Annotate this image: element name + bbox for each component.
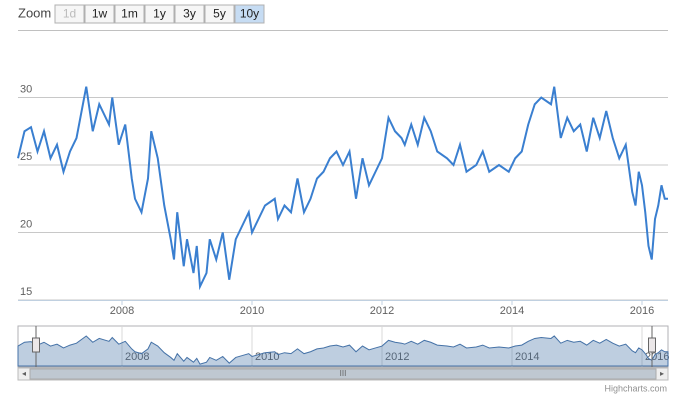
navigator-handle[interactable] (32, 337, 40, 353)
zoom-label: Zoom (18, 5, 51, 20)
zoom-button[interactable] (144, 4, 175, 24)
zoom-button[interactable] (234, 4, 265, 24)
zoom-button[interactable] (84, 4, 115, 24)
zoom-button-label[interactable]: 1w (92, 7, 108, 21)
x-tick-label: 2008 (110, 305, 134, 317)
zoom-button-label[interactable]: 1d (63, 7, 76, 21)
x-tick-label: 2010 (240, 305, 264, 317)
zoom-button[interactable] (54, 4, 85, 24)
y-tick-label: 15 (20, 286, 32, 298)
zoom-button-label[interactable]: 1y (153, 7, 166, 21)
series-line (17, 86, 668, 291)
x-tick-label: 2012 (370, 305, 394, 317)
scroll-right[interactable]: ▸ (660, 369, 664, 378)
zoom-button[interactable] (114, 4, 145, 24)
navigator-tick-label: 2014 (515, 351, 539, 363)
y-tick-label: 25 (20, 151, 32, 163)
x-tick-label: 2014 (500, 305, 524, 317)
y-tick-label: 30 (20, 83, 32, 95)
y-tick-label: 20 (20, 218, 32, 230)
navigator-tick-label: 2012 (385, 351, 409, 363)
credits[interactable]: Highcharts.com (604, 383, 667, 393)
zoom-button[interactable] (174, 4, 205, 24)
scroll-left[interactable]: ◂ (22, 369, 26, 378)
zoom-button-label[interactable]: 3y (183, 7, 196, 21)
scrollbar-grip: III (340, 369, 347, 378)
zoom-button-label[interactable]: 5y (213, 7, 226, 21)
zoom-button-label[interactable]: 1m (121, 7, 138, 21)
scrollbar-thumb[interactable] (29, 368, 657, 380)
navigator-tick-label: 2008 (125, 351, 149, 363)
navigator-handle[interactable] (648, 337, 656, 353)
zoom-button[interactable] (204, 4, 235, 24)
navigator-area (17, 335, 669, 367)
x-tick-label: 2016 (630, 305, 654, 317)
zoom-button-label[interactable]: 10y (240, 7, 259, 21)
